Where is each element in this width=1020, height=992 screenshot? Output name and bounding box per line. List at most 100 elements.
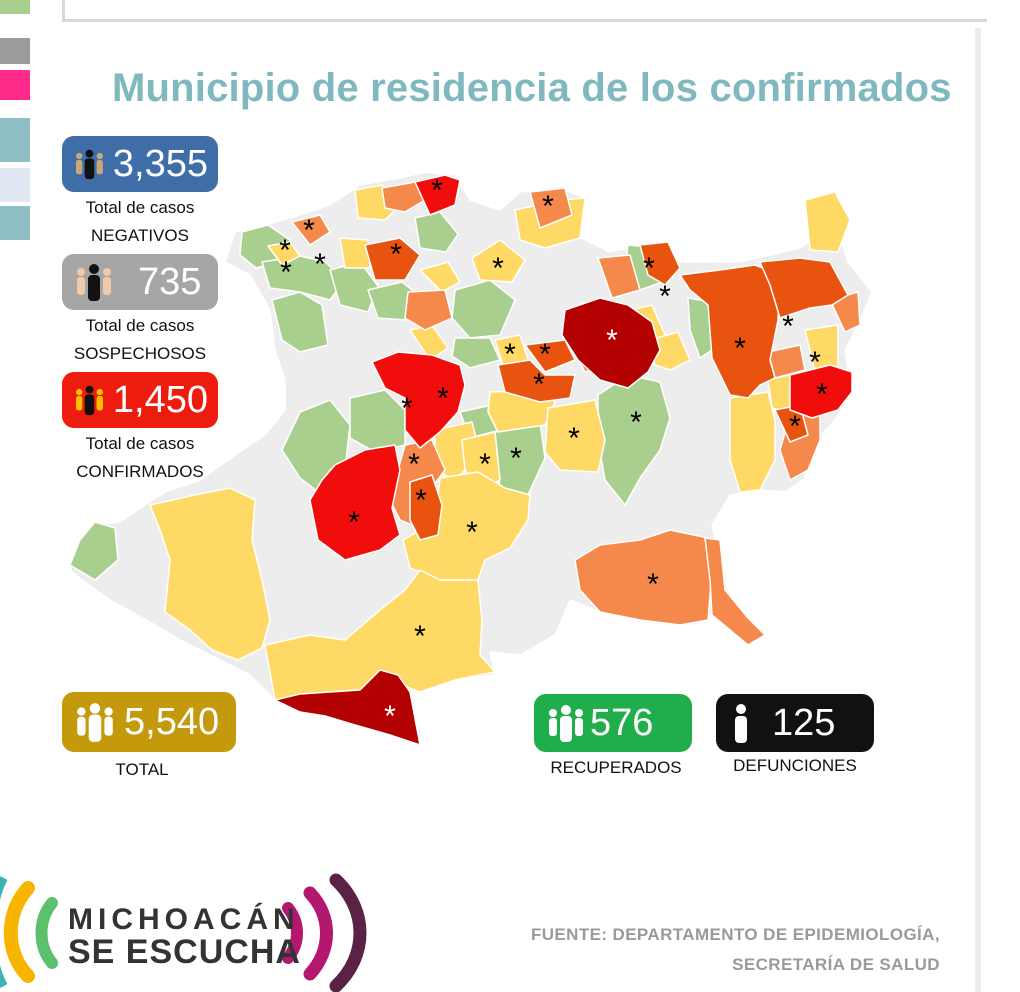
municipality-red bbox=[309, 444, 401, 561]
total-value: 5,540 bbox=[124, 700, 220, 743]
map-marker: * bbox=[390, 238, 402, 271]
municipality-orange bbox=[404, 289, 453, 331]
people-group-icon bbox=[75, 385, 103, 416]
map-marker: * bbox=[510, 442, 522, 475]
municipality-red bbox=[789, 364, 853, 419]
frame-top-rule bbox=[62, 0, 987, 22]
municipality-yellow bbox=[471, 239, 526, 283]
municipality-orange bbox=[597, 254, 641, 299]
map-marker: * bbox=[479, 448, 491, 481]
negativos-caption: Total de casos NEGATIVOS bbox=[62, 194, 218, 250]
page-title: Municipio de residencia de los confirmad… bbox=[112, 66, 952, 110]
municipality-yellow bbox=[804, 191, 851, 253]
recuperados-badge: 576 bbox=[534, 694, 692, 752]
municipality-dark-orange bbox=[759, 257, 849, 319]
strip-swatch-5 bbox=[0, 168, 30, 202]
map-marker: * bbox=[533, 368, 545, 401]
defunciones-caption: DEFUNCIONES bbox=[733, 756, 857, 775]
municipality-green bbox=[597, 374, 671, 506]
negativos-badge: 3,355 bbox=[62, 136, 218, 192]
municipality-dark-orange bbox=[524, 339, 576, 373]
map-marker: * bbox=[384, 700, 396, 733]
municipality-red bbox=[414, 174, 461, 216]
municipality-dark-orange bbox=[639, 241, 681, 286]
map-marker: * bbox=[280, 256, 292, 289]
municipality-green bbox=[69, 521, 119, 581]
map-marker: * bbox=[782, 310, 794, 343]
municipality-yellow bbox=[729, 391, 776, 493]
municipality-yellow bbox=[419, 261, 461, 293]
people-group-icon bbox=[77, 703, 113, 742]
municipality-orange bbox=[381, 181, 426, 213]
sospechosos-badge: 735 bbox=[62, 254, 218, 310]
people-group-icon bbox=[549, 705, 583, 742]
municipality-red bbox=[371, 351, 466, 449]
municipality-yellow bbox=[267, 241, 301, 266]
frame-right-rule bbox=[975, 28, 981, 992]
municipality-dark-orange bbox=[364, 237, 421, 281]
map-marker: * bbox=[415, 484, 427, 517]
michoacan-se-escucha-logo bbox=[0, 873, 367, 992]
strip-swatch-6 bbox=[0, 206, 30, 240]
source-line1: FUENTE: DEPARTAMENTO DE EPIDEMIOLOGÍA, bbox=[530, 925, 940, 944]
sospechosos-value: 735 bbox=[138, 260, 202, 303]
negativos-caption-line2: NEGATIVOS bbox=[91, 226, 189, 245]
municipality-dark-orange bbox=[497, 359, 576, 403]
map-marker: * bbox=[630, 406, 642, 439]
municipality-yellow bbox=[149, 487, 271, 661]
confirmados-value: 1,450 bbox=[112, 378, 208, 421]
municipality-dark-orange bbox=[409, 474, 443, 541]
strip-swatch-2 bbox=[0, 38, 30, 64]
map-marker: * bbox=[279, 234, 291, 267]
source-line2: SECRETARÍA DE SALUD bbox=[732, 955, 940, 974]
logo-wave-magenta-2 bbox=[303, 886, 333, 981]
sospechosos-caption-line2: SOSPECHOSOS bbox=[73, 344, 207, 363]
logo-wave-yellow bbox=[3, 881, 35, 983]
logo-line2: SE ESCUCHA bbox=[68, 933, 301, 971]
defunciones-badge: 125 bbox=[716, 694, 874, 752]
map-marker: * bbox=[568, 422, 580, 455]
municipality-dark-orange bbox=[679, 264, 781, 399]
municipality-green bbox=[271, 291, 329, 353]
confirmados-badge: 1,450 bbox=[62, 372, 218, 428]
recuperados-value: 576 bbox=[590, 701, 654, 744]
total-badge: 5,540 bbox=[62, 692, 236, 752]
municipality-dark-red bbox=[274, 669, 421, 746]
municipality-yellow bbox=[402, 471, 531, 581]
person-icon bbox=[735, 704, 747, 743]
strip-swatch-4 bbox=[0, 118, 30, 162]
logo-wave-magenta-1 bbox=[282, 902, 303, 964]
map-marker: * bbox=[734, 332, 746, 365]
map-marker: * bbox=[466, 516, 478, 549]
municipality-orange bbox=[574, 529, 713, 626]
sospechosos-caption-line1: Total de casos bbox=[85, 316, 195, 335]
confirmados-caption-line2: CONFIRMADOS bbox=[76, 462, 204, 481]
map-marker: * bbox=[789, 410, 801, 443]
map-marker: * bbox=[816, 378, 828, 411]
map-marker: * bbox=[809, 346, 821, 379]
confirmados-caption-line1: Total de casos bbox=[85, 434, 195, 453]
map-marker: * bbox=[401, 392, 413, 425]
map-marker: * bbox=[504, 338, 516, 371]
sospechosos-caption: Total de casos SOSPECHOSOS bbox=[62, 312, 218, 368]
map-marker: * bbox=[303, 214, 315, 247]
case-markers: * * * * * * * * * * * * * * * * * * * * … bbox=[279, 174, 828, 733]
map-marker: * bbox=[542, 190, 554, 223]
confirmados-caption: Total de casos CONFIRMADOS bbox=[62, 430, 218, 486]
defunciones-value: 125 bbox=[772, 701, 836, 744]
municipalities bbox=[69, 174, 861, 746]
municipality-orange bbox=[704, 537, 766, 646]
municipality-orange bbox=[291, 214, 331, 246]
map-marker: * bbox=[539, 338, 551, 371]
map-marker: * bbox=[492, 252, 504, 285]
map-marker: * bbox=[606, 324, 618, 357]
municipality-yellow bbox=[544, 399, 606, 473]
municipality-orange bbox=[529, 187, 573, 229]
strip-swatch-1 bbox=[0, 0, 30, 14]
logo-line1: MICHOACÁN bbox=[68, 903, 300, 936]
map-marker: * bbox=[659, 280, 671, 313]
total-caption: TOTAL bbox=[115, 760, 169, 779]
logo-wave-dark bbox=[329, 873, 367, 992]
map-marker: * bbox=[408, 448, 420, 481]
logo-wave-teal bbox=[0, 876, 8, 988]
